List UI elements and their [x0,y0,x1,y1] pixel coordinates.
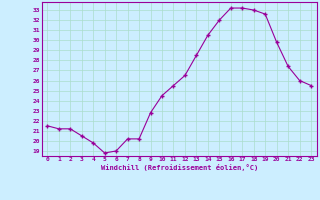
X-axis label: Windchill (Refroidissement éolien,°C): Windchill (Refroidissement éolien,°C) [100,164,258,171]
